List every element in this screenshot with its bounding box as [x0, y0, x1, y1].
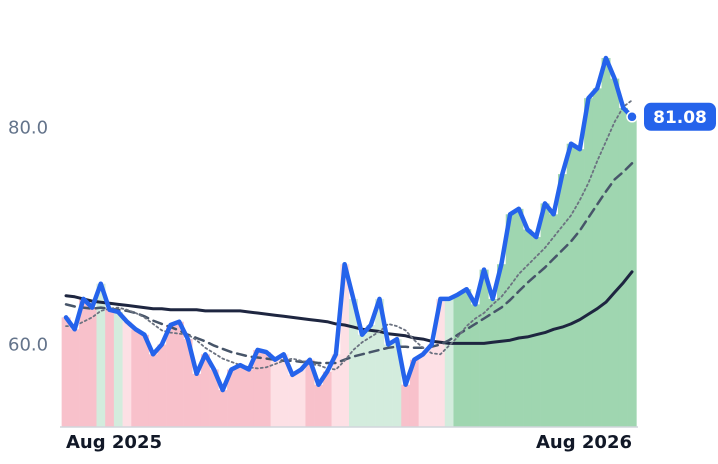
regime-band: [601, 57, 611, 428]
series-line: [63, 55, 635, 393]
last-value-label: 81.08: [653, 108, 707, 128]
regime-band: [444, 298, 454, 427]
regime-band: [192, 373, 202, 427]
regime-band: [157, 344, 167, 427]
regime-band: [227, 369, 237, 427]
regime-band: [148, 354, 158, 427]
regime-band: [436, 298, 446, 427]
regime-band: [592, 88, 602, 427]
regime-band: [270, 359, 280, 427]
regime-band: [61, 317, 71, 427]
regime-band: [427, 344, 437, 427]
regime-band: [305, 359, 315, 427]
regime-band: [340, 264, 350, 427]
last-point: [626, 111, 638, 123]
regime-band: [218, 390, 228, 427]
series-line: [64, 162, 634, 365]
regime-band: [357, 334, 367, 427]
regime-band: [557, 174, 567, 427]
regime-band: [288, 374, 298, 427]
regime-band: [174, 321, 184, 427]
regime-band: [505, 214, 515, 427]
regime-band: [470, 304, 480, 427]
last-value-badge: [644, 102, 716, 131]
regime-band: [79, 298, 89, 427]
y-tick-label: 80.0: [8, 118, 48, 139]
regime-band: [235, 365, 245, 427]
regime-band: [479, 269, 489, 427]
series-line: [65, 99, 633, 371]
regime-band: [87, 307, 97, 427]
regime-band: [209, 369, 219, 427]
regime-band: [540, 203, 550, 427]
regime-band: [244, 369, 254, 427]
regime-band: [131, 329, 141, 427]
regime-band: [453, 294, 463, 427]
regime-band: [383, 344, 393, 427]
regime-band: [610, 78, 620, 427]
regime-band: [375, 298, 385, 427]
regime-band: [140, 334, 150, 427]
regime-band: [566, 143, 576, 427]
regime-band: [418, 354, 428, 427]
regime-band: [392, 339, 402, 427]
regime-band: [296, 369, 306, 427]
regime-band: [584, 98, 594, 428]
regime-band: [462, 289, 472, 427]
x-tick-label: Aug 2025: [66, 432, 162, 453]
regime-band: [253, 349, 263, 427]
regime-band: [349, 298, 359, 427]
regime-band: [166, 324, 176, 427]
regime-band: [122, 321, 132, 427]
regime-band: [96, 283, 106, 427]
regime-band: [409, 359, 419, 427]
regime-band: [497, 264, 507, 427]
regime-band: [618, 107, 628, 428]
regime-band: [514, 208, 524, 427]
regime-band: [331, 354, 341, 427]
regime-band: [366, 324, 376, 427]
y-tick-label: 60.0: [8, 335, 48, 356]
series-line: [64, 270, 634, 345]
regime-band: [70, 329, 80, 427]
regime-band: [531, 237, 541, 427]
regime-band: [549, 214, 559, 427]
regime-band: [322, 371, 332, 427]
regime-band: [401, 384, 411, 427]
regime-band: [314, 384, 324, 427]
regime-band: [523, 229, 533, 427]
regime-band: [261, 352, 271, 427]
x-tick-label: Aug 2026: [536, 432, 632, 453]
regime-band: [575, 149, 585, 427]
regime-band: [279, 354, 289, 427]
regime-band: [183, 339, 193, 427]
regime-band: [113, 311, 123, 427]
regime-band: [200, 354, 210, 427]
regime-band: [105, 309, 115, 427]
regime-band: [488, 298, 498, 427]
